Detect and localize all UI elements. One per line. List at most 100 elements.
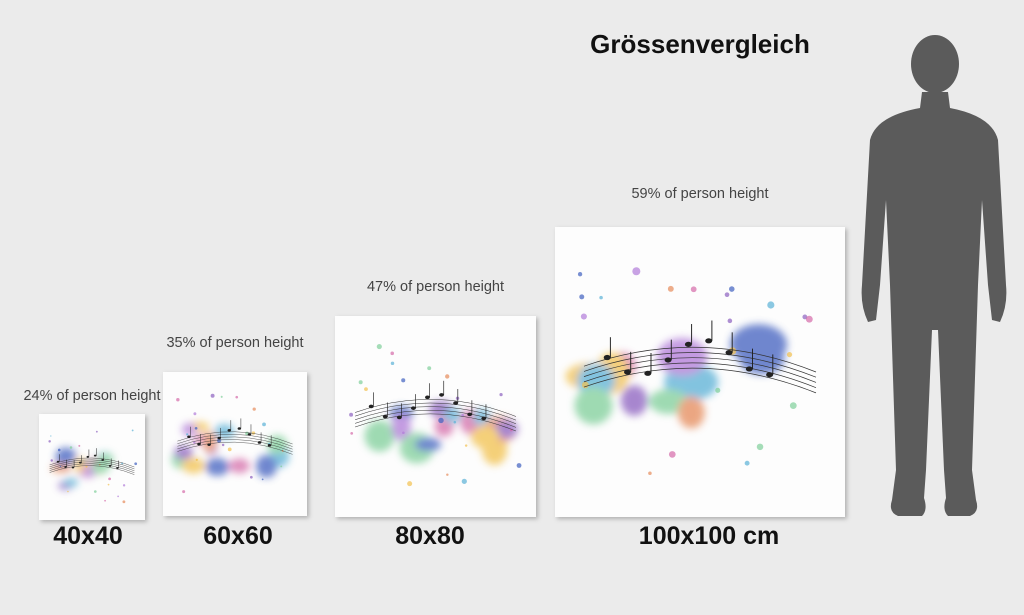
note-head [467, 412, 473, 417]
staff-line [49, 459, 135, 470]
paint-dot [756, 443, 764, 451]
paint-dot [280, 465, 283, 468]
paint-blob [173, 445, 194, 460]
paint-dot [131, 429, 134, 432]
paint-blob [63, 477, 79, 487]
note-head [101, 458, 104, 461]
note-head [705, 338, 713, 344]
staff-line [355, 409, 516, 428]
paint-dot [767, 301, 775, 309]
paint-dot [401, 378, 406, 383]
canvas-print [335, 316, 536, 517]
staff-line [49, 461, 135, 472]
paint-dot [85, 465, 88, 468]
paint-blob [470, 425, 500, 449]
paint-dot [195, 458, 198, 462]
note-head [603, 354, 611, 361]
paint-dot [186, 433, 189, 436]
paint-dot [349, 412, 354, 417]
note-head [247, 433, 252, 436]
paint-dot [579, 294, 585, 300]
paint-blob [205, 457, 230, 476]
paint-blob [391, 414, 411, 441]
paint-dot [78, 444, 81, 447]
staff-line [355, 402, 516, 421]
staff-line [355, 413, 516, 432]
note-head [368, 404, 374, 409]
paint-blob [648, 389, 689, 414]
staff-line [177, 434, 293, 447]
note-head [227, 428, 231, 432]
paint-dot [220, 395, 223, 398]
note-head [79, 461, 82, 464]
paint-dot [805, 315, 813, 323]
paint-dot [194, 426, 198, 430]
paint-dot [724, 292, 730, 298]
paint-dot [182, 490, 186, 494]
paint-dot [729, 286, 735, 292]
paint-blob [574, 386, 613, 425]
staff-line [583, 367, 817, 394]
staff-line [583, 352, 817, 378]
paint-dot [599, 295, 603, 300]
note-head [481, 416, 487, 421]
paint-dot [667, 285, 674, 292]
person-silhouette [861, 35, 1007, 516]
paint-blob [730, 324, 787, 365]
paint-dot [69, 446, 73, 449]
note-head [64, 466, 67, 469]
staff-line [177, 439, 293, 452]
paint-dot [50, 459, 53, 462]
paint-dot [390, 351, 395, 356]
note-head [217, 436, 221, 440]
staff-line [583, 362, 817, 388]
paint-dot [249, 475, 253, 479]
paint-dot [251, 431, 256, 435]
paint-dot [577, 272, 583, 277]
paint-dot [134, 462, 138, 466]
note-head [425, 395, 430, 400]
paint-dot [193, 441, 196, 444]
staff-line [355, 399, 516, 417]
note-head [684, 341, 692, 347]
paint-dot [453, 420, 457, 424]
paint-dot [632, 267, 641, 276]
note-head [439, 393, 444, 397]
paint-blob [493, 419, 519, 439]
paint-dot [446, 473, 449, 476]
paint-dot [122, 484, 126, 487]
paint-blob [414, 437, 442, 452]
paint-blob [620, 385, 648, 416]
paint-blob [657, 338, 708, 376]
artwork [364, 400, 519, 466]
paint-dot [668, 451, 676, 458]
paint-blob [181, 457, 205, 474]
caption: 35% of person height [166, 335, 303, 351]
note-head [725, 350, 733, 356]
artwork [51, 447, 114, 491]
note-head [267, 444, 272, 447]
paint-dot [690, 286, 697, 293]
paint-dot [786, 351, 793, 358]
canvas-print [555, 227, 845, 517]
note-head [766, 372, 774, 378]
paint-blob [229, 458, 250, 474]
paint-blob [364, 420, 395, 452]
paint-dot [516, 463, 522, 468]
title: Grössenvergleich [590, 29, 810, 59]
paint-dot [358, 380, 363, 385]
paint-dot [48, 440, 51, 443]
note-head [664, 357, 672, 363]
note-head [207, 443, 211, 446]
paint-dot [193, 412, 197, 416]
staff-line [177, 436, 293, 450]
note-head [86, 455, 90, 458]
staff-line [49, 465, 135, 475]
paint-dot [57, 448, 61, 452]
size-label: 100x100 cm [639, 522, 779, 550]
paint-dot [176, 397, 180, 402]
paint-dot [122, 500, 126, 504]
paint-blob [181, 423, 197, 437]
